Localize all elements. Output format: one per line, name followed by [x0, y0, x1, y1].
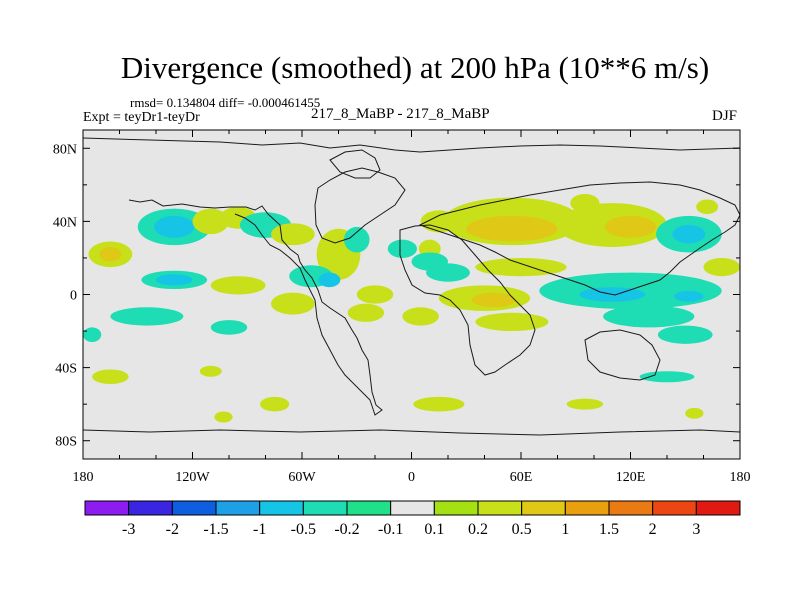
- contour-region-38: [270, 292, 315, 315]
- x-tick-label: 0: [408, 470, 415, 485]
- colorbar-box-5: [302, 500, 348, 516]
- continent-outline-7: [329, 149, 381, 179]
- contour-region-31: [471, 292, 516, 308]
- y-tick-label: 80S: [55, 435, 77, 450]
- colorbar-box-11: [564, 500, 610, 516]
- case-label: 217_8_MaBP - 217_8_MaBP: [311, 106, 490, 122]
- contour-region-29: [475, 257, 567, 277]
- colorbar-box-3: [215, 500, 261, 516]
- colorbar-box-13: [652, 500, 697, 516]
- contour-region-47: [260, 396, 290, 412]
- colorbar-box-6: [346, 500, 392, 516]
- contour-region-40: [402, 307, 439, 326]
- contour-region-37: [210, 320, 248, 335]
- colorbar-label: -1.5: [203, 521, 228, 538]
- chart-title: Divergence (smoothed) at 200 hPa (10**6 …: [120, 50, 710, 85]
- season-label: DJF: [712, 108, 738, 124]
- x-tick-label: 120E: [616, 470, 646, 485]
- contour-region-48: [413, 396, 465, 412]
- contour-region-51: [685, 407, 704, 419]
- contour-region-39: [347, 303, 385, 322]
- y-tick-label: 40S: [55, 362, 77, 377]
- colorbar-box-9: [477, 500, 523, 516]
- colorbar-box-7: [390, 500, 435, 516]
- contour-region-13: [466, 215, 558, 242]
- contour-region-27: [356, 285, 394, 304]
- contour-region-52: [639, 371, 695, 383]
- stats-text: rmsd= 0.134804 diff= -0.000461455: [130, 95, 321, 110]
- colorbar-label: 0.1: [424, 521, 444, 538]
- contour-region-34: [674, 290, 704, 302]
- colorbar-label: 0.2: [468, 521, 488, 538]
- contour-region-24: [210, 276, 266, 295]
- contour-region-46: [199, 365, 222, 377]
- x-tick-label: 120W: [175, 470, 210, 485]
- colorbar-label: 0.5: [512, 521, 532, 538]
- contour-region-41: [475, 312, 549, 332]
- continent-outline-0: [128, 199, 383, 416]
- colorbar-label: 1.5: [599, 521, 619, 538]
- contour-region-35: [703, 257, 740, 277]
- experiment-label: Expt = teyDr1-teyDr: [83, 110, 200, 125]
- colorbar-box-12: [608, 500, 654, 516]
- contour-region-28: [426, 263, 470, 282]
- continent-outline-1: [314, 167, 406, 244]
- colorbar-box-10: [521, 500, 566, 516]
- contour-region-18: [672, 225, 706, 244]
- x-tick-label: 60W: [288, 470, 316, 485]
- continent-outline-4: [584, 329, 661, 381]
- contour-region-8: [387, 239, 417, 258]
- contour-region-21: [99, 246, 122, 262]
- contour-region-26: [318, 272, 341, 288]
- colorbar-label: -0.5: [291, 521, 316, 538]
- colorbar-box-14: [695, 500, 741, 516]
- continent-outline-3: [418, 181, 740, 296]
- colorbar-label: 2: [649, 521, 657, 538]
- y-tick-label: 80N: [53, 142, 77, 157]
- colorbar-label: -1: [253, 521, 266, 538]
- continent-outline-5: [83, 137, 740, 153]
- contour-region-44: [83, 327, 102, 343]
- colorbar-box-8: [433, 500, 479, 516]
- contour-layer: [83, 137, 740, 436]
- contour-region-23: [156, 274, 193, 286]
- x-tick-label: 60E: [510, 470, 533, 485]
- contour-region-49: [566, 398, 604, 410]
- colorbar-label: -2: [166, 521, 179, 538]
- contour-region-43: [657, 325, 713, 344]
- continent-outline-2: [399, 224, 536, 376]
- x-tick-label: 180: [730, 470, 751, 485]
- colorbar-label: -0.1: [378, 521, 403, 538]
- contour-region-5: [270, 223, 315, 246]
- contour-region-19: [696, 199, 719, 215]
- colorbar-label: -0.2: [334, 521, 359, 538]
- colorbar-box-0: [84, 500, 130, 516]
- contour-region-2: [192, 208, 229, 235]
- colorbar-box-4: [259, 500, 304, 516]
- contour-region-36: [110, 307, 184, 326]
- contour-region-50: [214, 411, 233, 423]
- contour-region-7: [343, 226, 370, 253]
- colorbar-label: 1: [561, 521, 569, 538]
- continent-outline-6: [83, 429, 740, 436]
- contour-region-45: [92, 369, 129, 385]
- colorbar-box-1: [128, 500, 173, 516]
- colorbar-label: 3: [692, 521, 700, 538]
- contour-region-1: [154, 215, 195, 238]
- contour-region-42: [603, 305, 695, 328]
- colorbar-box-2: [171, 500, 217, 516]
- contour-region-16: [604, 215, 657, 238]
- y-tick-label: 40N: [53, 215, 77, 230]
- y-tick-label: 0: [70, 289, 77, 304]
- x-tick-label: 180: [73, 470, 94, 485]
- colorbar-label: -3: [122, 521, 135, 538]
